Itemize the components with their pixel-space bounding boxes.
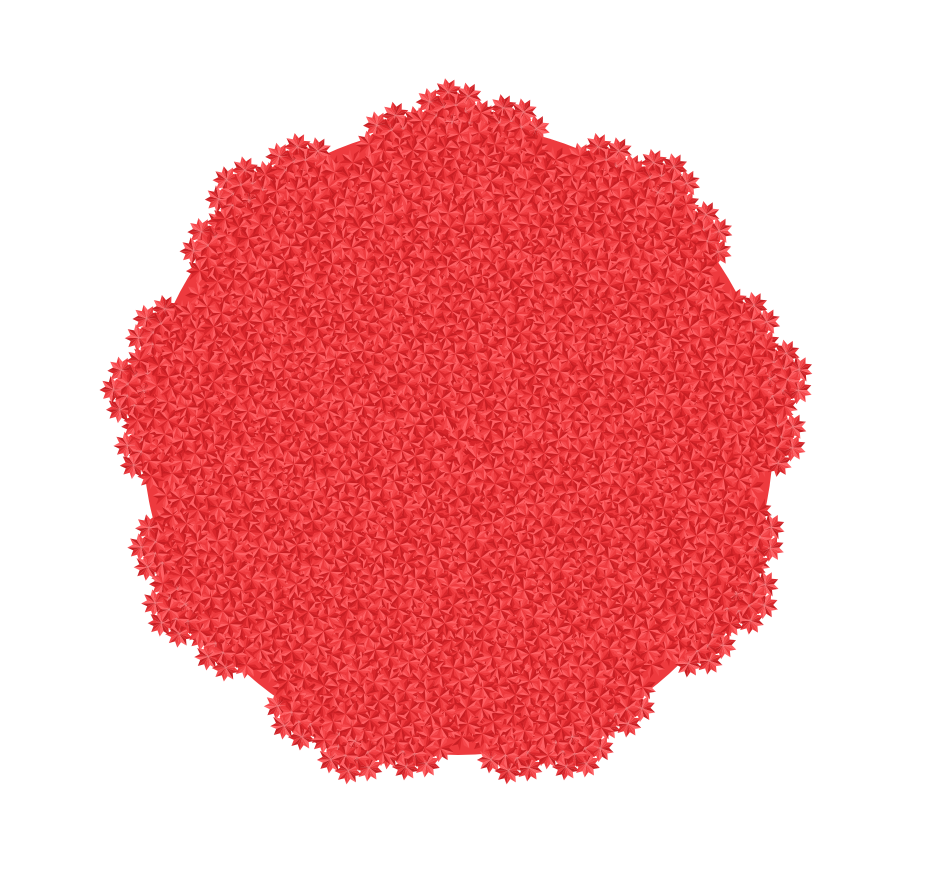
fractal-rosette-layer — [100, 78, 813, 784]
